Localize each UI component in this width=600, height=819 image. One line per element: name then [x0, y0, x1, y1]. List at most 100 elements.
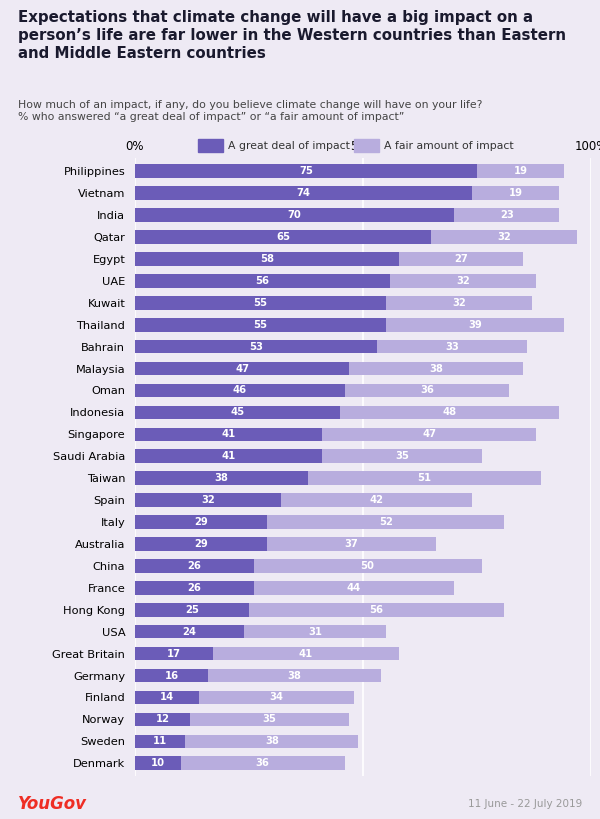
- Bar: [340, 405, 559, 419]
- Text: 35: 35: [263, 714, 277, 724]
- Text: 34: 34: [269, 693, 283, 703]
- Text: 38: 38: [265, 736, 279, 746]
- Text: 51: 51: [418, 473, 431, 483]
- Bar: [135, 252, 400, 265]
- Text: 35: 35: [395, 451, 409, 461]
- Text: 32: 32: [457, 276, 470, 286]
- Text: 53: 53: [249, 342, 263, 351]
- Bar: [135, 493, 281, 507]
- Text: Expectations that climate change will have a big impact on a
person’s life are f: Expectations that climate change will ha…: [18, 10, 566, 61]
- Text: 11 June - 22 July 2019: 11 June - 22 July 2019: [468, 799, 582, 809]
- Bar: [391, 274, 536, 287]
- Bar: [181, 757, 345, 770]
- Bar: [322, 428, 536, 441]
- Text: 19: 19: [514, 166, 527, 176]
- Text: 42: 42: [370, 495, 383, 505]
- Text: 39: 39: [468, 319, 482, 330]
- Text: 12: 12: [155, 714, 169, 724]
- Bar: [135, 669, 208, 682]
- Text: 70: 70: [288, 210, 301, 220]
- Bar: [190, 713, 349, 726]
- Text: 32: 32: [452, 298, 466, 308]
- Text: 23: 23: [500, 210, 514, 220]
- Bar: [400, 252, 523, 265]
- Bar: [185, 735, 358, 748]
- Bar: [135, 428, 322, 441]
- Bar: [477, 165, 563, 178]
- Text: 16: 16: [164, 671, 179, 681]
- Text: A great deal of impact: A great deal of impact: [228, 141, 350, 151]
- Text: 24: 24: [183, 627, 197, 636]
- Bar: [249, 603, 505, 617]
- Text: 56: 56: [256, 276, 269, 286]
- Bar: [135, 208, 454, 222]
- Text: 19: 19: [509, 188, 523, 198]
- Text: 29: 29: [194, 517, 208, 527]
- Text: 74: 74: [297, 188, 311, 198]
- Bar: [349, 362, 523, 375]
- Text: 52: 52: [379, 517, 393, 527]
- Text: 48: 48: [443, 407, 457, 418]
- Text: YouGov: YouGov: [18, 795, 87, 813]
- Text: 27: 27: [454, 254, 468, 264]
- Text: 37: 37: [345, 539, 358, 549]
- Text: 56: 56: [370, 604, 383, 615]
- Text: 10: 10: [151, 758, 165, 768]
- Bar: [199, 690, 354, 704]
- Text: 38: 38: [215, 473, 229, 483]
- Bar: [135, 713, 190, 726]
- Bar: [135, 581, 254, 595]
- Bar: [135, 515, 267, 529]
- Text: 44: 44: [347, 583, 361, 593]
- Text: 33: 33: [445, 342, 459, 351]
- Bar: [135, 625, 244, 639]
- Text: How much of an impact, if any, do you believe climate change will have on your l: How much of an impact, if any, do you be…: [18, 100, 482, 122]
- Bar: [322, 450, 482, 463]
- Bar: [386, 296, 532, 310]
- Bar: [254, 581, 454, 595]
- Text: 50: 50: [361, 561, 374, 571]
- Text: 41: 41: [299, 649, 313, 658]
- Bar: [135, 318, 386, 332]
- Text: 25: 25: [185, 604, 199, 615]
- Bar: [135, 405, 340, 419]
- Text: 38: 38: [287, 671, 302, 681]
- Text: 55: 55: [253, 319, 268, 330]
- Text: 32: 32: [201, 495, 215, 505]
- Bar: [135, 472, 308, 485]
- Bar: [135, 230, 431, 244]
- Bar: [377, 340, 527, 354]
- Bar: [135, 296, 386, 310]
- Bar: [345, 383, 509, 397]
- Text: 55: 55: [253, 298, 268, 308]
- Bar: [135, 735, 185, 748]
- Bar: [281, 493, 472, 507]
- Bar: [386, 318, 563, 332]
- Text: 29: 29: [194, 539, 208, 549]
- Bar: [135, 187, 472, 200]
- Bar: [208, 669, 381, 682]
- Text: 36: 36: [256, 758, 269, 768]
- Bar: [135, 274, 391, 287]
- Bar: [135, 450, 322, 463]
- Bar: [472, 187, 559, 200]
- Text: 26: 26: [187, 561, 201, 571]
- Bar: [254, 559, 482, 572]
- Bar: [431, 230, 577, 244]
- Text: 46: 46: [233, 386, 247, 396]
- Bar: [244, 625, 386, 639]
- Text: 75: 75: [299, 166, 313, 176]
- Bar: [135, 362, 349, 375]
- Bar: [267, 515, 505, 529]
- Bar: [135, 647, 212, 660]
- Text: 38: 38: [429, 364, 443, 373]
- Bar: [212, 647, 400, 660]
- Bar: [135, 757, 181, 770]
- Text: 45: 45: [230, 407, 245, 418]
- Bar: [135, 537, 267, 551]
- Bar: [135, 603, 249, 617]
- Bar: [135, 690, 199, 704]
- Bar: [135, 559, 254, 572]
- Text: 47: 47: [235, 364, 249, 373]
- Text: A fair amount of impact: A fair amount of impact: [384, 141, 514, 151]
